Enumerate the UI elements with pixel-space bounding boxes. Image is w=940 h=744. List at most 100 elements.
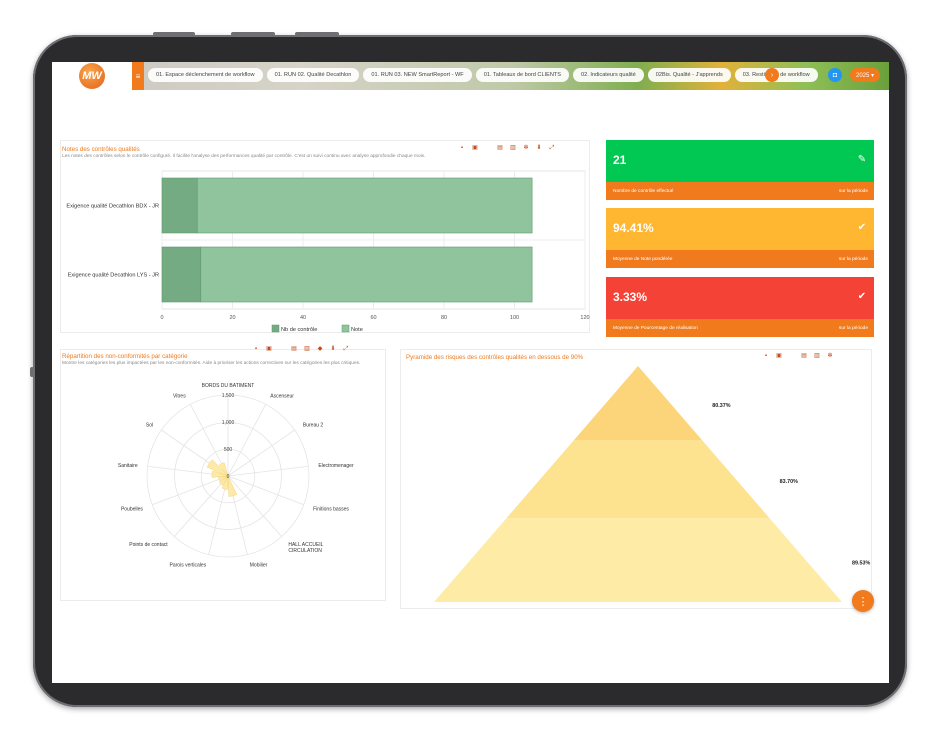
tab-run-smartreport[interactable]: 01. RUN 03. NEW SmartReport - WF xyxy=(363,68,472,82)
settings-icon[interactable]: ✻ xyxy=(827,353,833,359)
table-view-icon[interactable]: ▤ xyxy=(801,353,807,359)
radar-chart: BORDS DU BATIMENT Ascenseur Bureau 2 Electr… xyxy=(118,383,354,568)
panel-title: Notes des contrôles qualités xyxy=(62,146,140,153)
kpi-label: Moyenne de Pourcentage de réalisation xyxy=(613,326,698,331)
tab-tableaux-de-bord[interactable]: 01. Tableaux de bord CLIENTS xyxy=(475,68,570,82)
legend-label: Nb de contrôle xyxy=(281,327,317,333)
kpi-top: 94.41% ✔ xyxy=(606,208,874,250)
chart-toolbar: ▪ ▣ ▤ ▥ ✻ xyxy=(763,353,833,359)
radar-tick-label: 0 xyxy=(227,474,230,480)
panel-subtitle: Montre les catégories les plus impactées… xyxy=(62,361,361,366)
radar-category-label: Sanitaire xyxy=(118,463,138,469)
legend-swatch xyxy=(271,324,280,333)
table-view-icon[interactable]: ▤ xyxy=(497,145,503,151)
download-icon[interactable]: ⬇ xyxy=(330,346,336,352)
tab-run-qualite-decathlon[interactable]: 01. RUN 02. Qualité Decathlon xyxy=(266,68,360,82)
radar-segment xyxy=(219,475,229,486)
bar xyxy=(161,246,202,303)
panel-title: Pyramide des risques des contrôles quali… xyxy=(406,354,584,361)
radar-segment xyxy=(218,462,229,477)
more-tabs-icon[interactable]: › xyxy=(765,68,779,82)
kpi-bottom: Moyenne de Pourcentage de réalisation su… xyxy=(606,319,874,337)
kpi-value: 3.33% xyxy=(613,290,648,304)
x-tick-label: 40 xyxy=(300,315,306,321)
export-icon[interactable]: ▪ xyxy=(460,145,464,151)
radar-tick-label: 500 xyxy=(224,447,233,453)
chart-view-icon[interactable]: ▥ xyxy=(304,346,310,352)
radar-segment xyxy=(218,475,229,482)
menu-icon[interactable]: ≡ xyxy=(132,62,144,90)
excel-export-icon[interactable]: ▣ xyxy=(776,353,782,359)
bar xyxy=(200,246,533,303)
top-navigation-bar: MW ≡ 01. Espace déclenchement de workflo… xyxy=(52,62,889,90)
export-icon[interactable]: ▪ xyxy=(764,353,768,359)
x-tick-label: 120 xyxy=(580,315,589,321)
kpi-bottom: Moyenne de Note pondérée sur la période xyxy=(606,250,874,268)
kpi-bottom: Nombre de contrôle effectué sur la pério… xyxy=(606,182,874,200)
radar-category-label: Electromenager xyxy=(318,463,354,469)
category-label: Exigence qualité Decathlon LYS - JR xyxy=(68,273,159,279)
radar-segment xyxy=(221,475,229,490)
x-tick-label: 20 xyxy=(229,315,235,321)
radar-spoke xyxy=(227,475,283,537)
tab-indicateurs-qualite[interactable]: 02. Indicateurs qualité xyxy=(573,68,644,82)
year-selector[interactable]: 2025 ▾ xyxy=(850,68,881,82)
logo-area[interactable]: MW xyxy=(52,62,132,90)
radar-category-label: Vitres xyxy=(173,393,186,399)
kpi-value: 94.41% xyxy=(613,221,654,235)
settings-icon[interactable]: ✻ xyxy=(523,145,529,151)
export-icon[interactable]: ▪ xyxy=(254,346,258,352)
more-actions-button[interactable]: ⋮ xyxy=(852,590,874,612)
radar-spoke xyxy=(227,465,309,477)
check-circle-icon: ✔ xyxy=(857,222,867,233)
table-view-icon[interactable]: ▤ xyxy=(291,346,297,352)
tablet-button-side xyxy=(30,367,34,377)
radar-category-label: Bureau 2 xyxy=(303,422,324,428)
download-icon[interactable]: ⬇ xyxy=(536,145,542,151)
double-check-icon: ✔ xyxy=(857,291,867,302)
radar-category-label: BORDS DU BATIMENT xyxy=(202,383,255,389)
fullscreen-icon[interactable]: ⤢ xyxy=(549,145,555,151)
legend-swatch xyxy=(341,324,350,333)
radar-segment xyxy=(211,470,229,478)
cart-icon[interactable]: ◘ xyxy=(828,68,842,82)
radar-segment xyxy=(227,475,238,497)
chart-view-icon[interactable]: ▥ xyxy=(510,145,516,151)
radar-spoke xyxy=(227,404,266,477)
pyramid-level xyxy=(434,518,842,602)
chart-toolbar: ▪ ▣ ▤ ▥ ✻ ⬇ ⤢ xyxy=(459,145,555,151)
clipboard-check-icon: ✎ xyxy=(857,154,867,165)
kpi-card-controls: 21 ✎ Nombre de contrôle effectué sur la … xyxy=(606,140,874,200)
panel-subtitle: Les notes des contrôles selon le contrôl… xyxy=(62,154,426,159)
kpi-value: 21 xyxy=(613,153,627,167)
radar-category-label: Mobilier xyxy=(250,562,268,568)
pyramid-chart: 80.37% 83.70% 89.53% xyxy=(434,366,870,602)
x-tick-label: 80 xyxy=(441,315,447,321)
radar-category-label: Finitions basses xyxy=(313,506,349,512)
legend-label: Note xyxy=(351,327,363,333)
tab-qualite-japprends[interactable]: 02Bis. Qualité - J'apprends xyxy=(647,68,731,82)
radar-category-label: HALL ACCUEIL xyxy=(288,542,323,548)
tablet-button-top xyxy=(295,32,339,36)
radar-category-label: CIRCULATION xyxy=(288,548,322,554)
kpi-top: 3.33% ✔ xyxy=(606,277,874,319)
radar-tick-label: 1,500 xyxy=(222,393,235,399)
kpi-top: 21 ✎ xyxy=(606,140,874,182)
excel-export-icon[interactable]: ▣ xyxy=(266,346,272,352)
notes-panel: Notes des contrôles qualités Les notes d… xyxy=(60,140,590,333)
kpi-period: sur la période xyxy=(838,326,868,331)
pyramid-level xyxy=(506,440,770,519)
radar-category-label: Points de contact xyxy=(129,542,168,548)
tab-workflow-trigger[interactable]: 01. Espace déclenchement de workflow xyxy=(148,68,263,82)
pyramid-level-label: 80.37% xyxy=(712,403,730,409)
pyramid-level-label: 83.70% xyxy=(780,479,798,485)
radar-category-label: Poubelles xyxy=(121,506,143,512)
chart-view-icon[interactable]: ▥ xyxy=(814,353,820,359)
radar-panel: Répartition des non-conformités par caté… xyxy=(60,346,386,601)
fullscreen-icon[interactable]: ⤢ xyxy=(343,346,349,352)
excel-export-icon[interactable]: ▣ xyxy=(472,145,478,151)
kpi-period: sur la période xyxy=(838,189,868,194)
comment-icon[interactable]: ◆ xyxy=(317,346,323,352)
radar-category-label: Ascenseur xyxy=(270,393,294,399)
bar xyxy=(161,177,198,234)
